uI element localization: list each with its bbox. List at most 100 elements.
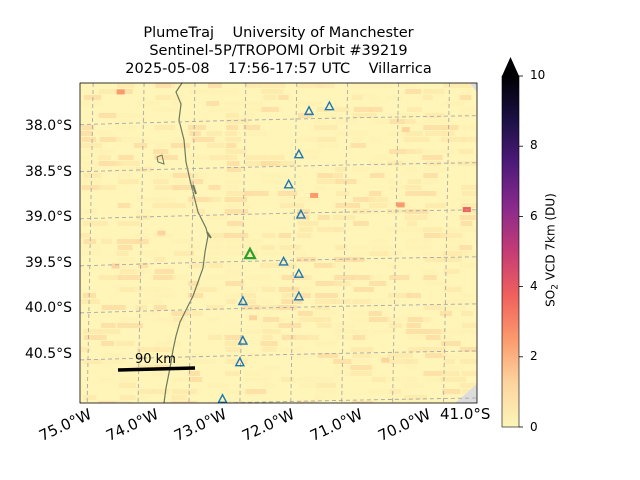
volcano-markers xyxy=(217,100,335,403)
swath-pixel xyxy=(405,131,423,136)
swath-pixel xyxy=(137,299,163,304)
swath-pixel xyxy=(81,137,97,142)
swath-pixel xyxy=(315,305,331,310)
swath-pixel xyxy=(387,317,401,322)
swath-pixel xyxy=(351,359,370,364)
swath-pixel xyxy=(406,221,418,226)
swath-pixel xyxy=(369,281,387,286)
swath-pixel xyxy=(188,263,207,268)
swath-pixel xyxy=(476,143,477,148)
swath-pixel xyxy=(98,155,111,160)
swath-pixel xyxy=(389,113,413,118)
swath-pixel xyxy=(368,311,382,316)
swath-pixel xyxy=(386,263,398,268)
swath-pixel xyxy=(353,107,373,112)
so2-hotspot-pixel xyxy=(401,127,410,133)
swath-pixel xyxy=(387,293,413,298)
swath-pixel xyxy=(99,329,121,334)
swath-pixel xyxy=(224,179,243,184)
swath-pixel xyxy=(188,125,206,130)
swath-pixel xyxy=(369,95,381,100)
swath-pixel xyxy=(461,311,474,316)
swath-pixel xyxy=(334,107,350,112)
swath-pixel xyxy=(406,107,422,112)
swath-pixel xyxy=(317,143,339,148)
colorbar-label-prefix: SO xyxy=(543,289,558,307)
colorbar-extend-arrow xyxy=(502,57,519,76)
swath-pixel xyxy=(278,95,289,100)
swath-pixel xyxy=(206,101,220,106)
swath-pixel xyxy=(422,251,447,256)
swath-pixel xyxy=(350,371,373,376)
swath-pixel xyxy=(137,263,149,268)
swath-pixel xyxy=(424,167,446,172)
swath-pixel xyxy=(116,83,135,88)
swath-pixel xyxy=(334,257,358,262)
swath-pixel xyxy=(226,167,242,172)
swath-pixel xyxy=(440,329,457,334)
swath-pixel xyxy=(386,209,402,214)
swath-pixel xyxy=(350,365,372,370)
swath-pixel xyxy=(137,101,160,106)
swath-pixel xyxy=(388,179,402,184)
swath-pixel xyxy=(152,107,178,112)
swath-pixel xyxy=(352,167,368,172)
swath-pixel xyxy=(226,161,240,166)
swath-pixel xyxy=(371,155,394,160)
swath-pixel xyxy=(245,389,267,394)
swath-pixel xyxy=(317,173,343,178)
swath-pixel xyxy=(83,209,97,214)
swath-pixel xyxy=(423,173,438,178)
swath-pixel xyxy=(316,107,330,112)
swath-pixel xyxy=(101,305,126,310)
swath-pixel xyxy=(170,143,190,148)
swath-pixel xyxy=(297,401,319,403)
swath-pixel xyxy=(316,179,338,184)
swath-pixel xyxy=(279,245,301,250)
swath-pixel xyxy=(260,161,281,166)
so2-hotspot-pixel xyxy=(111,263,120,269)
swath-pixel xyxy=(135,305,148,310)
swath-pixel xyxy=(225,149,247,154)
swath-pixel xyxy=(332,173,343,178)
swath-pixel xyxy=(117,245,133,250)
swath-pixel xyxy=(281,293,302,298)
swath-pixel xyxy=(314,119,327,124)
swath-pixel xyxy=(369,107,383,112)
swath-pixel xyxy=(424,305,448,310)
lake-outline xyxy=(156,154,165,165)
swath-pixel xyxy=(191,353,205,358)
swath-pixel xyxy=(478,275,494,280)
swath-pixel xyxy=(278,305,297,310)
swath-pixel xyxy=(458,227,477,232)
swath-pixel xyxy=(297,221,319,226)
swath-pixel xyxy=(335,191,350,196)
swath-pixel xyxy=(407,335,434,340)
swath-pixel xyxy=(262,317,280,322)
swath-pixel xyxy=(82,251,101,256)
swath-pixel xyxy=(440,341,461,346)
swath-pixel xyxy=(243,191,269,196)
swath-pixel xyxy=(80,167,100,172)
swath-pixel xyxy=(442,353,460,358)
swath-pixel xyxy=(442,251,468,256)
colorbar-label-subscript: 2 xyxy=(550,284,561,290)
swath-pixel xyxy=(188,197,214,202)
swath-pixel xyxy=(188,257,202,262)
swath-pixel xyxy=(119,317,135,322)
swath-pixel xyxy=(353,131,368,136)
swath-pixel xyxy=(208,215,228,220)
swath-pixel xyxy=(298,113,313,118)
volcano-marker xyxy=(237,295,249,306)
swath-pixel xyxy=(424,113,445,118)
swath-pixel xyxy=(335,167,346,172)
swath-pixel xyxy=(116,251,129,256)
swath-pixel xyxy=(425,131,447,136)
swath-pixel xyxy=(98,149,114,154)
coast-inlet xyxy=(192,184,197,195)
swath-pixel xyxy=(404,113,418,118)
swath-pixel xyxy=(119,287,144,292)
swath-pixel xyxy=(299,287,312,292)
swath-pixel xyxy=(261,287,276,292)
swath-pixel xyxy=(136,215,151,220)
